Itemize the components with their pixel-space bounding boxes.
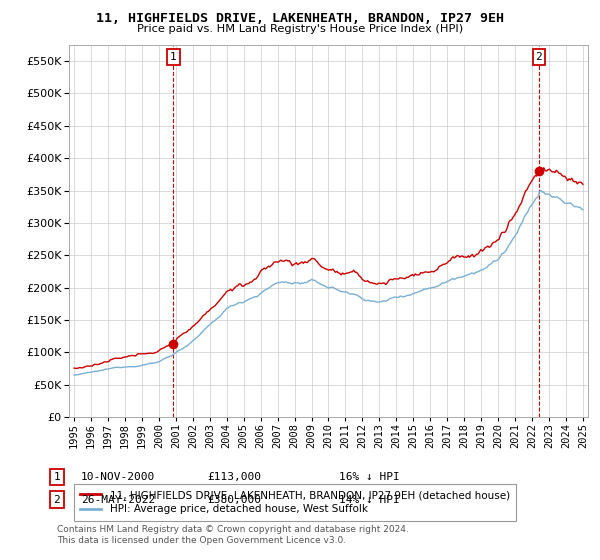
Text: 16% ↓ HPI: 16% ↓ HPI (339, 472, 400, 482)
Text: Price paid vs. HM Land Registry's House Price Index (HPI): Price paid vs. HM Land Registry's House … (137, 24, 463, 34)
Text: £380,000: £380,000 (207, 494, 261, 505)
Text: £113,000: £113,000 (207, 472, 261, 482)
Text: 2: 2 (53, 494, 61, 505)
Text: 11, HIGHFIELDS DRIVE, LAKENHEATH, BRANDON, IP27 9EH: 11, HIGHFIELDS DRIVE, LAKENHEATH, BRANDO… (96, 12, 504, 25)
Text: 14% ↓ HPI: 14% ↓ HPI (339, 494, 400, 505)
Text: 10-NOV-2000: 10-NOV-2000 (81, 472, 155, 482)
Text: 2: 2 (535, 52, 542, 62)
Text: 26-MAY-2022: 26-MAY-2022 (81, 494, 155, 505)
Text: 1: 1 (53, 472, 61, 482)
Legend: 11, HIGHFIELDS DRIVE, LAKENHEATH, BRANDON, IP27 9EH (detached house), HPI: Avera: 11, HIGHFIELDS DRIVE, LAKENHEATH, BRANDO… (74, 484, 516, 521)
Text: 1: 1 (170, 52, 177, 62)
Text: Contains HM Land Registry data © Crown copyright and database right 2024.
This d: Contains HM Land Registry data © Crown c… (57, 525, 409, 545)
